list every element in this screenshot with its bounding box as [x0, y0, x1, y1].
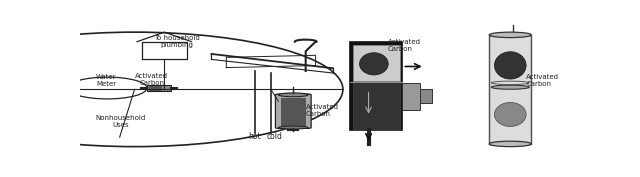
- Ellipse shape: [492, 85, 529, 89]
- Ellipse shape: [278, 93, 308, 97]
- FancyBboxPatch shape: [275, 94, 311, 128]
- Ellipse shape: [489, 141, 531, 147]
- Bar: [282, 98, 305, 125]
- Bar: [353, 81, 400, 130]
- Text: Activated
Carbon: Activated Carbon: [306, 104, 339, 117]
- Text: Water
Meter: Water Meter: [96, 74, 116, 87]
- Bar: [420, 89, 432, 103]
- Bar: [489, 35, 531, 144]
- Text: Activated
Carbon: Activated Carbon: [136, 73, 168, 86]
- Bar: [353, 45, 400, 81]
- Ellipse shape: [360, 53, 388, 75]
- Ellipse shape: [495, 102, 526, 126]
- Ellipse shape: [278, 126, 308, 129]
- Text: Activated
Carbon: Activated Carbon: [527, 74, 559, 87]
- Bar: [350, 42, 403, 130]
- Ellipse shape: [495, 52, 526, 79]
- Bar: [150, 85, 161, 90]
- Bar: [147, 85, 171, 91]
- Text: cold: cold: [266, 132, 282, 141]
- Bar: [403, 82, 420, 110]
- Text: Activated
Carbon: Activated Carbon: [388, 39, 420, 52]
- Text: To household
plumbing: To household plumbing: [154, 35, 200, 47]
- Text: Nonhousehold
Uses: Nonhousehold Uses: [95, 115, 146, 128]
- Text: hot: hot: [248, 132, 261, 141]
- Ellipse shape: [489, 32, 531, 38]
